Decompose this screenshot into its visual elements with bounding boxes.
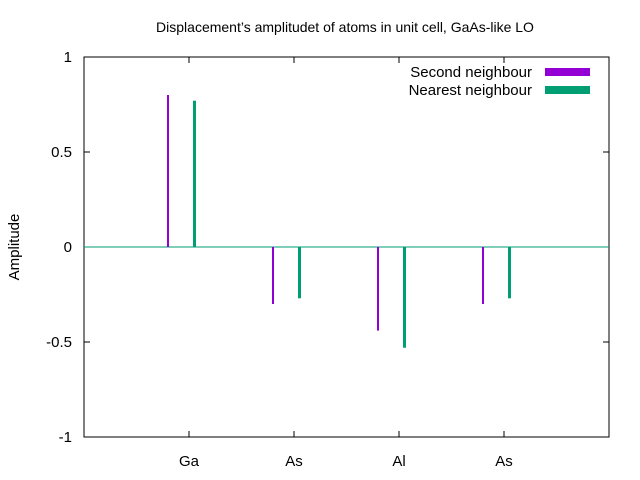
x-tick-label: As [285,453,303,470]
legend-label: Second neighbour [410,64,532,81]
y-tick-label: 0.5 [51,144,72,161]
bar [482,247,484,304]
legend-label: Nearest neighbour [409,82,532,99]
chart-title: Displacement’s amplitudet of atoms in un… [156,19,534,35]
y-tick-label: -0.5 [46,334,72,351]
legend-swatch [545,86,590,94]
x-tick-label: As [495,453,513,470]
y-tick-label: -1 [59,429,72,446]
y-tick-label: 0 [64,239,72,256]
x-tick-label: Al [392,453,405,470]
y-tick-label: 1 [64,49,72,66]
axis-ticks: 1 0.5 0 -0.5 -1 Ga As Al As [46,49,609,470]
bar [272,247,274,304]
bar [403,247,406,348]
bar [377,247,379,331]
legend-swatch [545,68,590,76]
bars-layer [167,95,511,348]
bar [193,100,196,247]
bar [167,95,169,247]
bar [508,247,511,299]
y-axis-label: Amplitude [6,214,23,281]
bar [298,247,301,299]
x-tick-label: Ga [179,453,200,470]
